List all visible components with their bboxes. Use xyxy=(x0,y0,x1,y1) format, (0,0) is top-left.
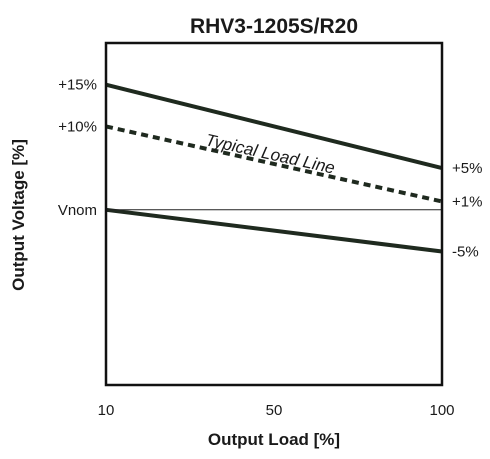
y-tick-label: Vnom xyxy=(58,202,97,219)
plot-frame xyxy=(104,41,444,387)
right-value-label: -5% xyxy=(452,244,479,261)
chart-title: RHV3-1205S/R20 xyxy=(190,15,358,38)
series-line-2 xyxy=(105,207,443,254)
x-tick-label: 10 xyxy=(98,402,115,419)
right-value-label: +5% xyxy=(452,160,482,177)
x-axis-label: Output Load [%] xyxy=(208,430,340,449)
y-tick-label: +10% xyxy=(58,118,97,135)
y-tick-label: +15% xyxy=(58,77,97,94)
y-axis-label: Output Voltage [%] xyxy=(9,139,28,291)
tick-labels: 10 50 100 +15% +10% Vnom +5% +1% -5% xyxy=(58,77,483,419)
x-tick-label: 50 xyxy=(266,402,283,419)
x-tick-label: 100 xyxy=(429,402,454,419)
plot-area: Typical Load Line xyxy=(105,82,443,254)
series-line-0 xyxy=(105,82,443,171)
right-value-label: +1% xyxy=(452,194,482,211)
series-line-dashed xyxy=(105,124,443,204)
